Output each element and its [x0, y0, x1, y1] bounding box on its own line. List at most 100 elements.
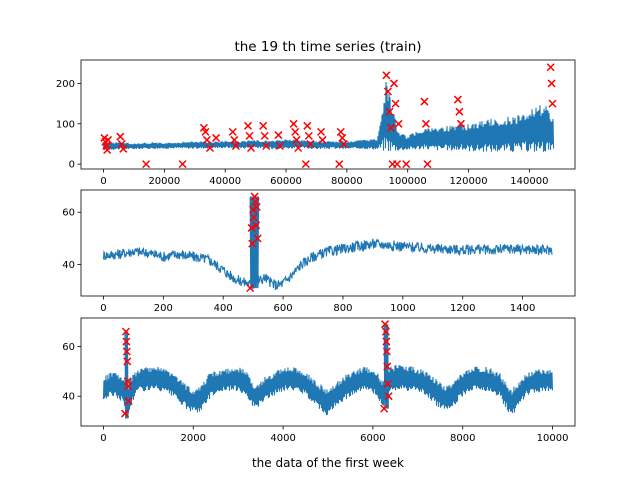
anomaly-marker [389, 79, 399, 88]
anomaly-marker [386, 123, 395, 132]
anomaly-marker [380, 404, 389, 413]
anomaly-marker [294, 143, 303, 153]
y-tick-label: 60 [62, 342, 75, 353]
anomaly-marker [339, 139, 348, 149]
anomaly-marker [122, 337, 131, 346]
anomaly-marker [385, 107, 394, 116]
x-tick-label: 1200 [450, 303, 475, 314]
anomaly-marker [274, 131, 283, 140]
x-tick-label: 0 [100, 176, 106, 187]
anomaly-marker [383, 362, 392, 371]
anomaly-marker [383, 87, 392, 96]
bottom-panel: 0 2000 4000 6000 8000 10000 40 60 [62, 317, 576, 444]
anomaly-marker [316, 127, 326, 136]
anomaly-marker [121, 327, 130, 336]
anomaly-marker [117, 139, 126, 149]
anomaly-marker [336, 127, 345, 136]
anomaly-marker [548, 99, 557, 108]
x-tick-label: 6000 [360, 433, 385, 444]
plot-area [102, 82, 555, 152]
axes-frame [80, 189, 576, 297]
top-panel: 0 20000 40000 60000 80000 100000 120000 140000 0… [56, 59, 576, 187]
anomaly-marker [249, 213, 258, 222]
anomaly-marker [124, 397, 133, 406]
y-tick-label: 200 [56, 79, 75, 90]
anomaly-marker [546, 63, 555, 72]
anomaly-marker [304, 131, 313, 140]
anomaly-marker [259, 121, 268, 130]
x-tick-label: 400 [214, 303, 233, 314]
y-tick-label: 60 [62, 208, 75, 219]
anomaly-marker [423, 160, 432, 169]
anomaly-marker [262, 141, 271, 151]
anomaly-marker [103, 145, 112, 155]
anomaly-marker [453, 95, 462, 104]
anomaly-marker [231, 141, 240, 151]
anomaly-marker [383, 379, 392, 388]
x-tick-label: 1000 [390, 303, 415, 314]
anomaly-marker [252, 202, 261, 212]
anomaly-marker [381, 320, 390, 329]
anomaly-marker [142, 160, 151, 169]
anomaly-marker [253, 234, 262, 243]
figure-title: the 19 th time series (train) [234, 39, 421, 55]
anomaly-marker [402, 160, 411, 169]
anomaly-marker [289, 119, 298, 128]
x-tick-label: 10000 [537, 433, 569, 444]
series-line [102, 238, 553, 291]
anomaly-marker [245, 131, 254, 140]
anomaly-marker [205, 143, 215, 153]
anomaly-marker [384, 392, 393, 401]
anomaly-marker [123, 357, 132, 366]
anomaly-marker [382, 347, 391, 356]
x-tick-label: 100000 [389, 176, 427, 187]
anomaly-marker [318, 135, 327, 144]
anomaly-marker [247, 143, 256, 153]
x-tick-label: 8000 [450, 433, 475, 444]
anomaly-marker [382, 71, 391, 80]
x-tick-label: 200 [154, 303, 173, 314]
anomaly-marker [124, 382, 133, 391]
x-tick-label: 80000 [331, 176, 363, 187]
anomaly-marker [275, 141, 284, 151]
anomaly-marker [420, 97, 429, 106]
x-tick-label: 4000 [270, 433, 295, 444]
x-tick-label: 0 [100, 303, 106, 314]
anomaly-marker [228, 127, 237, 136]
anomaly-marker [120, 409, 130, 418]
anomaly-marker [393, 160, 402, 169]
anomaly-marker [260, 131, 269, 140]
anomaly-marker [391, 99, 400, 108]
anomaly-marker [291, 127, 300, 136]
x-tick-label: 800 [333, 303, 352, 314]
anomaly-marker [212, 133, 221, 142]
anomaly-marker [122, 347, 131, 356]
middle-panel: 0 200 400 600 800 1000 1200 1400 40 60 [62, 189, 576, 314]
anomaly-marker [201, 127, 210, 136]
series-line [102, 365, 553, 416]
anomaly-marker [455, 107, 464, 116]
anomaly-marker [243, 121, 253, 130]
anomaly-marker [116, 132, 125, 141]
x-tick-label: 600 [274, 303, 293, 314]
anomaly-marker [178, 160, 187, 169]
y-tick-label: 40 [62, 392, 75, 403]
anomaly-marker [303, 121, 312, 130]
anomaly-marker [119, 144, 128, 153]
y-tick-label: 100 [56, 119, 75, 130]
plot-area [102, 324, 553, 419]
series-line [102, 82, 555, 152]
x-tick-label: 0 [100, 433, 106, 444]
anomaly-marker [252, 221, 261, 230]
x-tick-label: 20000 [148, 176, 180, 187]
x-tick-label: 120000 [449, 176, 487, 187]
anomaly-marker [547, 79, 556, 88]
anomaly-marker [301, 160, 310, 169]
y-tick-label: 0 [69, 160, 75, 171]
anomaly-marker [338, 133, 347, 142]
anomaly-marker [394, 119, 403, 128]
anomaly-marker [202, 135, 211, 144]
x-tick-label: 2000 [181, 433, 206, 444]
anomaly-marker [292, 135, 301, 144]
